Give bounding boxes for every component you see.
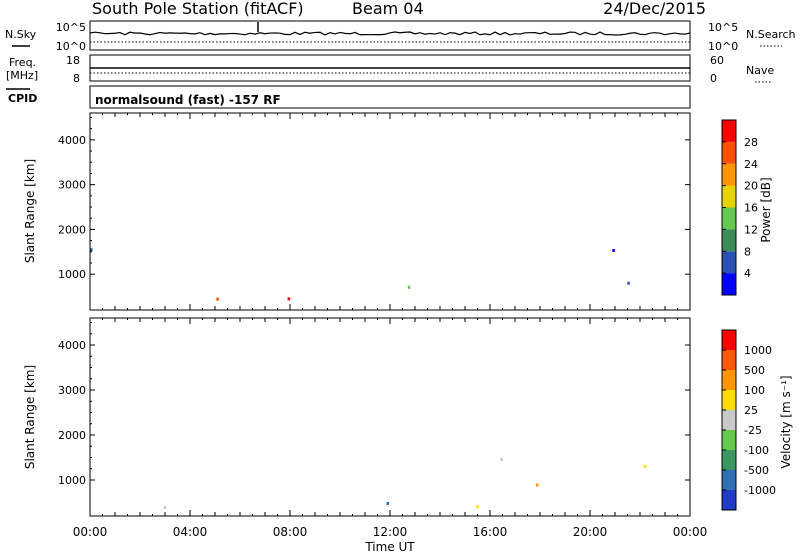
nsky-line [89, 31, 691, 36]
power-colorbar: 28 24 20 16 12 8 4 [721, 119, 758, 296]
velocity-colorbar-swatch [722, 330, 736, 350]
nave-label: Nave [746, 64, 774, 77]
velocity-colorbar-tick-label: 100 [744, 384, 765, 397]
time-tick-label: 00:00 [73, 525, 108, 539]
velocity-y-tick-label: 1000 [58, 474, 86, 487]
power-y-tick-label: 1000 [58, 268, 86, 281]
power-panel-frame [89, 112, 691, 311]
velocity-cell [476, 505, 479, 509]
power-y-tick-label: 2000 [58, 223, 86, 236]
power-colorbar-tick-label: 12 [744, 223, 758, 236]
power-colorbar-tick-label: 28 [744, 136, 758, 149]
power-x-ticks [89, 113, 691, 310]
nsky-series [89, 22, 691, 43]
power-colorbar-tick-label: 20 [744, 180, 758, 193]
velocity-colorbar: 1000 500 100 25 -25 -100 -500 -1000 [721, 329, 776, 511]
velocity-colorbar-label: Velocity [m s⁻¹] [779, 375, 793, 468]
date-title: 24/Dec/2015 [603, 0, 706, 18]
freq-tick-bottom: 8 [73, 72, 80, 85]
time-axis-label: Time UT [364, 540, 415, 554]
nsky-tick-top: 10^5 [56, 21, 86, 34]
freq-series [90, 67, 690, 74]
velocity-colorbar-swatch [722, 470, 736, 490]
velocity-cell [163, 505, 167, 509]
power-y-tick-label: 3000 [58, 179, 86, 192]
velocity-cell [643, 464, 647, 468]
power-colorbar-swatch [722, 229, 736, 252]
power-ylabel: Slant Range [km] [23, 159, 37, 263]
velocity-colorbar-tick-label: -100 [744, 444, 769, 457]
velocity-colorbar-tick-label: 25 [744, 404, 758, 417]
freq-unit: [MHz] [6, 69, 38, 82]
power-y-axis: 1000 2000 3000 4000 [58, 116, 690, 281]
power-colorbar-swatch [722, 141, 736, 164]
power-colorbar-swatch [722, 163, 736, 186]
power-colorbar-tick-label: 24 [744, 158, 758, 171]
station-title: South Pole Station (fitACF) [92, 0, 304, 18]
power-colorbar-tick-label: 4 [744, 267, 751, 280]
time-tick-label: 16:00 [473, 525, 508, 539]
nsky-panel-frame [89, 20, 691, 51]
time-tick-label: 20:00 [573, 525, 608, 539]
power-colorbar-label: Power [dB] [759, 177, 773, 242]
power-colorbar-swatch [722, 185, 736, 208]
velocity-colorbar-tick-label: -25 [744, 424, 762, 437]
power-cell [407, 285, 411, 289]
cpid-panel-frame [89, 85, 691, 109]
velocity-y-axis: 1000 2000 3000 4000 [58, 322, 690, 487]
time-tick-label: 00:00 [673, 525, 708, 539]
power-colorbar-swatch [722, 273, 736, 295]
cpid-label: CPID [8, 92, 37, 105]
nsearch-label: N.Search [746, 28, 796, 41]
velocity-cell [500, 458, 503, 462]
power-cell [612, 249, 615, 253]
velocity-colorbar-swatch [722, 450, 736, 470]
time-tick-label: 04:00 [173, 525, 208, 539]
nsearch-tick-bottom: 10^0 [708, 40, 738, 53]
velocity-heatmap [163, 458, 647, 509]
velocity-ylabel: Slant Range [km] [23, 365, 37, 469]
nave-tick-bottom: 0 [710, 72, 717, 85]
velocity-colorbar-tick-label: 500 [744, 364, 765, 377]
velocity-y-tick-label: 3000 [58, 384, 86, 397]
velocity-panel-frame [89, 317, 691, 517]
power-cell [287, 297, 291, 301]
power-cell [216, 297, 219, 301]
velocity-colorbar-swatch [722, 430, 736, 450]
freq-label: Freq. [9, 56, 36, 69]
velocity-cell [386, 501, 390, 505]
power-colorbar-swatch [722, 251, 736, 274]
power-colorbar-tick-label: 8 [744, 245, 751, 258]
velocity-colorbar-swatch [722, 490, 736, 510]
nsky-label: N.Sky [5, 28, 37, 41]
nave-tick-top: 60 [710, 54, 724, 67]
velocity-cell [535, 483, 539, 487]
beam-title: Beam 04 [352, 0, 424, 18]
cpid-text: normalsound (fast) -157 RF [95, 93, 281, 107]
power-colorbar-swatch [722, 120, 736, 142]
velocity-colorbar-swatch [722, 350, 736, 370]
nsearch-tick-top: 10^5 [708, 21, 738, 34]
power-y-tick-label: 4000 [58, 134, 86, 147]
power-colorbar-tick-label: 16 [744, 202, 758, 215]
velocity-colorbar-swatch [722, 390, 736, 410]
velocity-y-tick-label: 4000 [58, 339, 86, 352]
velocity-colorbar-swatch [722, 370, 736, 390]
power-heatmap [90, 248, 630, 301]
time-tick-label: 08:00 [273, 525, 308, 539]
velocity-colorbar-tick-label: 1000 [744, 344, 772, 357]
time-tick-label: 12:00 [373, 525, 408, 539]
power-cell [627, 281, 630, 285]
power-cell [90, 248, 93, 252]
power-colorbar-swatch [722, 207, 736, 230]
velocity-y-tick-label: 2000 [58, 429, 86, 442]
velocity-colorbar-swatch [722, 410, 736, 430]
velocity-colorbar-tick-label: -1000 [744, 484, 776, 497]
velocity-x-axis: 00:00 04:00 08:00 12:00 16:00 20:00 00:00 [73, 318, 708, 539]
velocity-colorbar-tick-label: -500 [744, 464, 769, 477]
velocity-colorbar-frame [721, 329, 737, 511]
freq-tick-top: 18 [66, 54, 80, 67]
nsky-tick-bottom: 10^0 [56, 40, 86, 53]
